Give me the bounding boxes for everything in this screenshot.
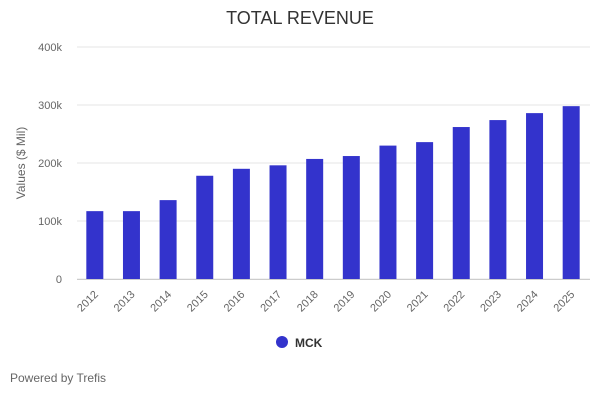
y-tick-label: 400k	[38, 42, 62, 54]
chart-title: TOTAL REVENUE	[226, 8, 374, 28]
x-tick-label: 2012	[75, 289, 101, 315]
bar[interactable]	[122, 211, 140, 279]
bar[interactable]	[489, 120, 507, 279]
bar[interactable]	[379, 145, 397, 279]
x-tick-label: 2017	[258, 289, 284, 315]
x-tick-label: 2016	[222, 289, 248, 315]
legend-marker-icon	[276, 336, 288, 348]
bar[interactable]	[452, 127, 470, 279]
y-tick-label: 0	[56, 274, 62, 286]
y-axis-title: Values ($ Mil)	[14, 127, 28, 199]
bar[interactable]	[562, 106, 580, 279]
x-tick-label: 2015	[185, 289, 211, 315]
x-tick-label: 2022	[442, 289, 468, 315]
x-tick-label: 2019	[332, 289, 358, 315]
x-axis-ticks: 2012 2013 2014 2015 2016 2017 2018 2019 2020 2021…	[75, 289, 577, 315]
bar[interactable]	[232, 168, 250, 279]
x-tick-label: 2018	[295, 289, 321, 315]
credit-text[interactable]: Powered by Trefis	[10, 371, 106, 385]
legend[interactable]: MCK	[276, 336, 323, 350]
bar[interactable]	[196, 175, 214, 279]
y-tick-label: 200k	[38, 158, 62, 170]
x-tick-label: 2013	[112, 289, 138, 315]
x-tick-label: 2021	[405, 289, 431, 315]
x-tick-label: 2024	[515, 289, 541, 315]
x-tick-label: 2014	[148, 289, 174, 315]
bar-series	[86, 106, 580, 280]
bar[interactable]	[342, 156, 360, 279]
x-tick-label: 2025	[552, 289, 578, 315]
y-axis-ticks: 0 100k 200k 300k 400k	[38, 42, 62, 286]
bar[interactable]	[159, 200, 177, 279]
bar[interactable]	[269, 165, 287, 279]
x-tick-label: 2023	[478, 289, 504, 315]
bar[interactable]	[306, 158, 324, 279]
bar[interactable]	[526, 113, 544, 280]
bar[interactable]	[86, 211, 104, 279]
y-tick-label: 100k	[38, 216, 62, 228]
legend-label: MCK	[295, 336, 323, 350]
grid-lines	[77, 46, 590, 280]
bar[interactable]	[416, 142, 434, 279]
x-tick-label: 2020	[368, 289, 394, 315]
y-tick-label: 300k	[38, 100, 62, 112]
